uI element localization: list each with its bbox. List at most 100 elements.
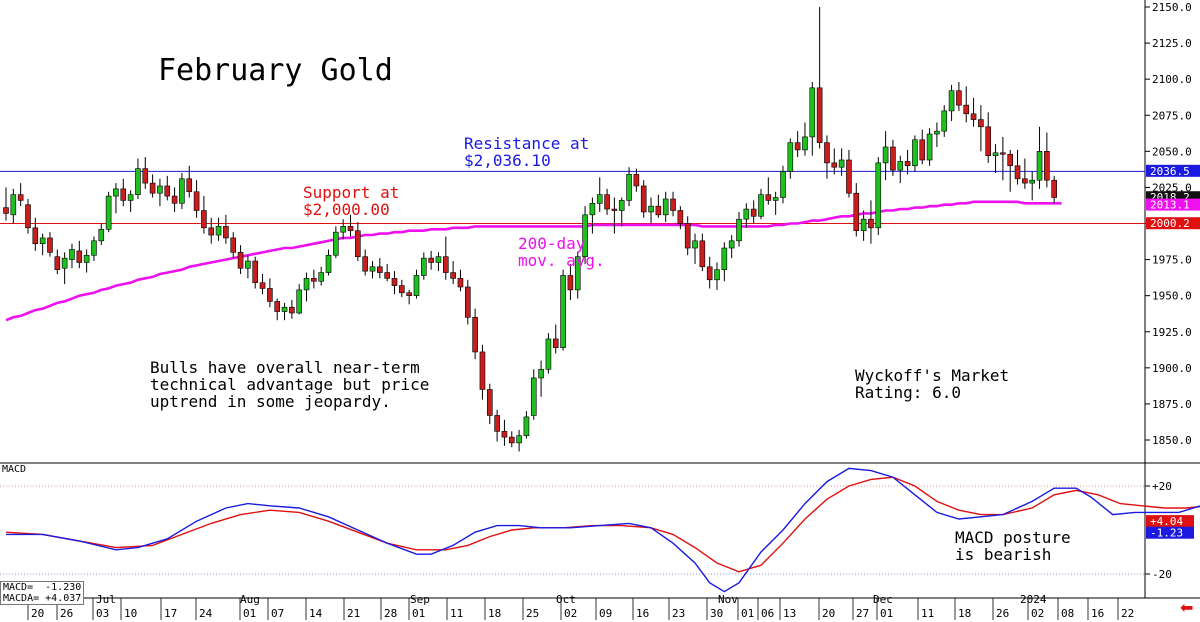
candle-down [237,252,244,269]
candle-down [384,272,390,279]
candle-up [69,249,75,260]
candle-down [208,227,215,236]
macd-tag-bg [1146,526,1194,539]
candle-down [464,286,471,318]
candle-down [142,168,149,184]
x-day-label: 22 [1121,607,1134,620]
y-tick-label: 2150.0 [1152,1,1192,14]
candle-down [985,126,992,156]
x-month-label: Sep [410,593,430,606]
x-day-label: 14 [309,607,323,620]
candle-down [970,113,977,120]
candle-down [494,415,500,432]
x-month-label: Jul [96,593,116,606]
candle-up [948,90,955,112]
candle-down [252,260,259,283]
chart-title: February Gold [158,53,393,88]
candle-down [890,146,896,171]
candle-down [853,192,860,232]
x-day-label: 20 [31,607,44,620]
candle-up [538,368,544,379]
price-tag-label: 2013.1 [1150,199,1190,212]
candle-up [333,231,339,256]
candle-down [149,182,156,194]
candle-down [919,139,926,161]
macd-tag-label: -1.23 [1150,527,1183,540]
candle-down [54,256,61,270]
candle-up [245,260,251,269]
x-day-label: 01 [741,607,754,620]
candle-up [105,195,112,230]
candle-up [743,208,750,220]
candle-down [699,240,706,268]
candle-up [875,162,882,229]
candle-up [589,202,596,216]
macd-tag-bg [1146,515,1194,528]
x-day-label: 01 [243,607,256,620]
x-day-label: 16 [636,607,649,620]
candle-down [311,278,317,282]
candle-down [17,194,24,201]
y-tick-label: 2125.0 [1152,37,1192,50]
macd-tag-label: +4.04 [1150,515,1183,528]
market-rating-annotation: Wyckoff's Market Rating: 6.0 [855,366,1010,402]
x-day-label: 08 [1061,607,1074,620]
x-day-label: 17 [164,607,177,620]
x-day-label: 26 [60,607,73,620]
candle-up [758,194,764,217]
moving-average-line [5,200,1062,322]
candle-up [912,139,918,167]
x-day-label: 20 [822,607,835,620]
candle-down [611,208,618,211]
candle-down [201,210,207,229]
x-day-label: 18 [958,607,971,620]
candle-up [113,188,119,197]
candle-down [1000,152,1006,155]
x-day-label: 27 [856,607,869,620]
candle-down [186,178,193,193]
x-day-label: 16 [1091,607,1104,620]
candle-up [574,256,581,291]
candle-up [413,275,420,296]
candle-down [1022,178,1028,184]
candle-down [347,226,354,232]
candle-down [552,338,559,348]
support-label: Support at $2,000.00 [303,183,400,219]
x-day-label: 01 [880,607,893,620]
candle-down [47,237,53,253]
candle-down [32,227,39,245]
price-tag-bg [1146,164,1200,177]
candle-up [318,272,324,282]
candle-down [259,282,266,289]
macd-tick-label: -20 [1152,568,1172,581]
y-tick-label: 1950.0 [1152,290,1192,303]
candle-up [369,266,376,272]
candle-down [267,288,273,302]
candle-up [1036,151,1043,181]
candle-up [127,194,134,201]
x-day-label: 30 [710,607,723,620]
candle-up [435,256,442,263]
candle-down [655,205,662,216]
candle-up [772,197,779,201]
candle-down [677,210,684,224]
candle-up [10,194,17,216]
candle-up [662,198,669,216]
candle-down [1044,151,1050,181]
macd-readout-macd: MACD= -1.230 [3,582,82,593]
x-day-label: 02 [1031,607,1044,620]
candle-down [25,204,31,229]
x-month-label: Oct [556,593,576,606]
candle-down [956,90,962,106]
candle-down [794,142,801,151]
left-arrow-icon[interactable]: ⬅ [1180,598,1194,617]
macd-line [6,467,1200,593]
bulls-annotation: Bulls have overall near-term technical a… [150,358,430,411]
x-day-label: 13 [783,607,796,620]
candle-up [135,168,141,195]
x-day-label: 06 [761,607,774,620]
candle-down [230,237,237,253]
x-day-label: 10 [124,607,137,620]
candle-up [721,247,728,270]
candle-up [736,218,742,242]
